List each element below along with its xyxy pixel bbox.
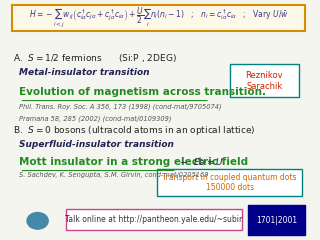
Text: Superfluid-insulator transition: Superfluid-insulator transition	[20, 140, 174, 150]
FancyBboxPatch shape	[66, 209, 242, 230]
Text: $H = -\sum_{i<j} w_{ij}\left(c^\dagger_{i\alpha}c_{j\alpha} + c^\dagger_{j\alpha: $H = -\sum_{i<j} w_{ij}\left(c^\dagger_{…	[28, 6, 289, 30]
FancyBboxPatch shape	[229, 64, 299, 97]
Text: Talk online at http://pantheon.yale.edu/~subir: Talk online at http://pantheon.yale.edu/…	[65, 215, 243, 224]
Text: Mott insulator in a strong electric field: Mott insulator in a strong electric fiel…	[20, 156, 249, 167]
Circle shape	[27, 212, 48, 229]
FancyBboxPatch shape	[12, 5, 305, 31]
Text: 1701|2001: 1701|2001	[256, 216, 297, 225]
Text: Evolution of magnetism across transition.: Evolution of magnetism across transition…	[20, 87, 267, 96]
FancyBboxPatch shape	[248, 205, 305, 235]
Text: Pramana 58, 285 (2002) (cond-mat/0109309): Pramana 58, 285 (2002) (cond-mat/0109309…	[20, 115, 172, 122]
Text: Transport in coupled quantum dots
150000 dots: Transport in coupled quantum dots 150000…	[162, 173, 297, 192]
FancyBboxPatch shape	[157, 169, 302, 196]
Text: B.  $S=0$ bosons (ultracold atoms in an optical lattice): B. $S=0$ bosons (ultracold atoms in an o…	[13, 124, 256, 137]
Text: S. Sachdev, K. Sengupta, S.M. Girvin, cond-mat/0205169: S. Sachdev, K. Sengupta, S.M. Girvin, co…	[20, 172, 209, 178]
Text: Metal-insulator transition: Metal-insulator transition	[20, 68, 150, 77]
Text: A.  $S=1/2$ fermions      (Si:P , 2DEG): A. $S=1/2$ fermions (Si:P , 2DEG)	[13, 52, 177, 64]
Text: Reznikov
Sarachik: Reznikov Sarachik	[245, 71, 283, 90]
Text: Phil. Trans. Roy. Soc. A 356, 173 (1998) (cond-mat/9705074): Phil. Trans. Roy. Soc. A 356, 173 (1998)…	[20, 104, 222, 110]
Text: $-$  $Ea \approx U$: $-$ $Ea \approx U$	[177, 156, 223, 167]
